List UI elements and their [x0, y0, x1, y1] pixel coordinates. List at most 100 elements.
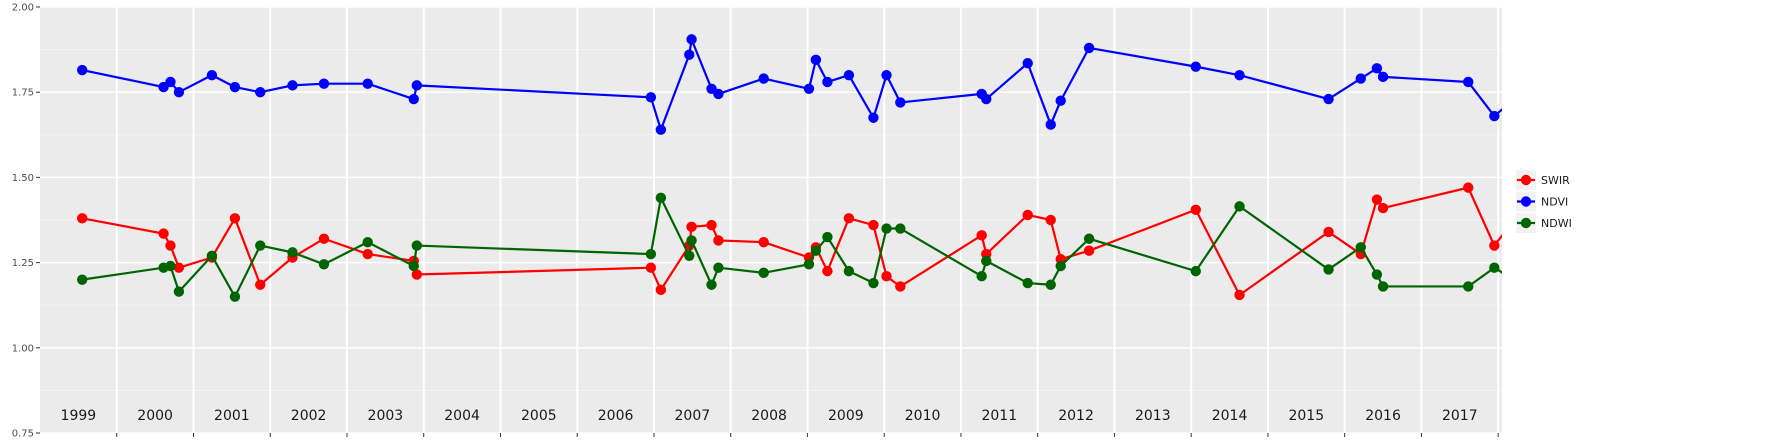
x-tick-label: 2006: [598, 408, 634, 424]
major-gridlines: [40, 6, 1502, 434]
data-point-ndwi: [713, 262, 724, 273]
data-point-ndvi: [1083, 42, 1095, 54]
legend-key-point: [1520, 196, 1532, 207]
data-point-ndvi: [206, 69, 218, 81]
y-tick-label: 2.00: [12, 3, 34, 14]
y-tick-label: 0.75: [12, 429, 34, 440]
data-point-swir: [411, 269, 423, 280]
x-tick-label: 2010: [905, 408, 941, 424]
data-point-swir: [868, 219, 879, 231]
x-tick-label: 2014: [1212, 408, 1248, 424]
x-tick-label: 2009: [828, 408, 864, 424]
data-point-swir: [77, 213, 88, 224]
data-point-swir: [1463, 182, 1474, 193]
data-point-ndvi: [686, 34, 697, 45]
y-axis: 0.75 1.00 1.25 1.50 1.75 2.00: [12, 3, 40, 440]
data-point-swir: [1559, 271, 1569, 281]
data-point-ndwi: [1355, 242, 1366, 253]
data-point-ndvi: [165, 76, 176, 88]
data-point-ndwi: [881, 223, 892, 234]
data-point-ndwi: [868, 277, 879, 289]
series-ndwi: [77, 192, 1541, 303]
data-point-ndvi: [1559, 102, 1569, 112]
x-tick-label: 2008: [751, 408, 787, 424]
data-point-ndvi: [318, 78, 330, 89]
data-point-swir: [1045, 214, 1056, 226]
data-point-ndvi: [1355, 73, 1366, 84]
x-tick-label: 2002: [291, 408, 327, 424]
data-point-ndvi: [287, 80, 298, 91]
data-point-swir: [1083, 245, 1095, 256]
data-point-ndwi: [1463, 281, 1474, 292]
data-point-swir: [255, 279, 266, 290]
data-point-swir: [158, 228, 169, 239]
data-point-ndwi: [287, 247, 298, 258]
data-point-ndwi: [706, 279, 717, 290]
data-point-ndwi: [758, 267, 769, 279]
legend-item-swir: SWIR: [1516, 170, 1570, 190]
data-point-ndvi: [1527, 78, 1537, 88]
data-point-swir: [229, 213, 241, 224]
data-point-ndwi: [1045, 279, 1056, 290]
data-point-ndvi: [803, 83, 815, 94]
data-point-swir: [1022, 209, 1033, 221]
legend-item-ndwi: NDWI: [1516, 213, 1572, 233]
x-tick-label: 1999: [61, 408, 97, 424]
data-point-ndvi: [1234, 69, 1245, 81]
data-point-ndvi: [1489, 110, 1500, 122]
data-point-ndwi: [1055, 260, 1066, 272]
data-point-swir: [843, 213, 855, 224]
legend-label: NDVI: [1541, 196, 1568, 209]
data-point-ndwi: [255, 240, 266, 251]
data-point-swir: [822, 265, 833, 277]
data-point-ndvi: [173, 87, 185, 98]
data-point-ndwi: [1022, 277, 1033, 289]
y-tick-label: 1.25: [12, 258, 34, 269]
data-point-ndvi: [758, 73, 769, 84]
data-point-ndvi: [1022, 58, 1033, 69]
data-point-swir: [1377, 202, 1389, 214]
data-point-ndwi: [362, 236, 373, 248]
data-point-ndwi: [1234, 201, 1245, 212]
x-tick-label: 2003: [368, 408, 404, 424]
data-point-ndwi: [810, 245, 822, 256]
x-tick-label: 2000: [137, 408, 173, 424]
x-axis: 1999 2000 2001 2002 2003 2004 2005 2006 2007 2008…: [61, 408, 1499, 437]
data-point-ndvi: [1190, 61, 1201, 72]
data-point-ndvi: [1045, 119, 1056, 130]
data-point-ndvi: [810, 54, 822, 66]
data-point-swir: [362, 248, 373, 260]
data-point-ndwi: [803, 259, 815, 270]
data-point-ndwi: [229, 291, 241, 302]
data-point-swir: [1323, 226, 1334, 238]
data-point-swir: [318, 233, 330, 244]
x-tick-label: 2001: [214, 408, 250, 424]
data-point-ndvi: [713, 88, 724, 100]
data-point-ndwi: [318, 259, 330, 270]
legend-label: SWIR: [1541, 174, 1570, 187]
data-point-swir: [173, 262, 185, 273]
data-point-ndvi: [895, 97, 906, 108]
data-point-ndwi: [655, 192, 667, 204]
data-point-ndvi: [645, 92, 657, 103]
data-point-swir: [976, 230, 987, 241]
data-point-ndvi: [881, 69, 892, 81]
data-point-ndwi: [1531, 293, 1541, 303]
y-tick-label: 1.50: [12, 173, 34, 184]
series-layer: [77, 34, 1569, 303]
data-point-ndwi: [408, 260, 419, 272]
legend: SWIR NDVI NDWI: [1516, 170, 1572, 233]
data-point-swir: [895, 281, 906, 292]
data-point-swir: [713, 235, 724, 246]
data-point-ndwi: [822, 231, 833, 243]
data-point-ndwi: [976, 271, 987, 282]
x-tick-label: 2011: [981, 408, 1017, 424]
data-point-ndwi: [1377, 281, 1389, 292]
data-point-ndwi: [77, 274, 88, 285]
data-point-swir: [758, 236, 769, 248]
data-point-ndvi: [843, 69, 855, 81]
data-point-ndvi: [1377, 71, 1389, 83]
legend-key-point: [1520, 174, 1532, 186]
data-point-ndwi: [895, 223, 906, 234]
data-point-ndwi: [684, 250, 695, 261]
